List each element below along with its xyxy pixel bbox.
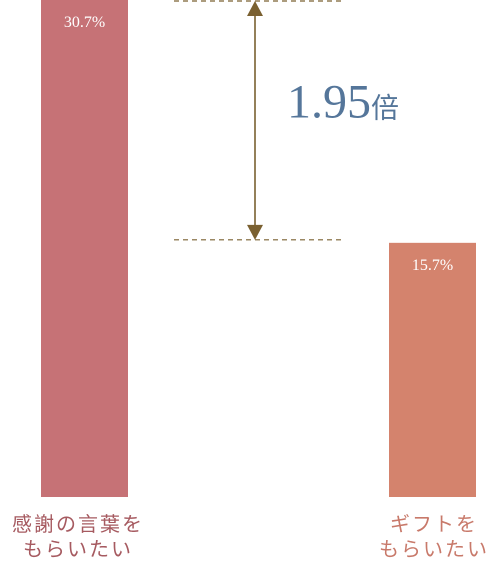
arrow-head-up-icon	[247, 1, 263, 16]
bars-group	[41, 0, 476, 497]
bar-value-label: 30.7%	[64, 14, 105, 31]
category-label: ギフトを もらいたい	[379, 512, 489, 561]
bar	[389, 242, 476, 497]
ratio-text: 1.95倍	[287, 75, 399, 128]
arrow-head-down-icon	[247, 224, 263, 240]
ratio-number: 1.95	[287, 75, 371, 128]
ratio-suffix: 倍	[371, 91, 399, 124]
bar-value-label: 15.7%	[412, 257, 453, 274]
category-label: 感謝の言葉を もらいたい	[12, 512, 144, 561]
value-labels-group: 30.7% 15.7%	[64, 14, 453, 274]
ratio-annotation: 1.95倍	[174, 0, 399, 241]
bar	[41, 0, 128, 497]
